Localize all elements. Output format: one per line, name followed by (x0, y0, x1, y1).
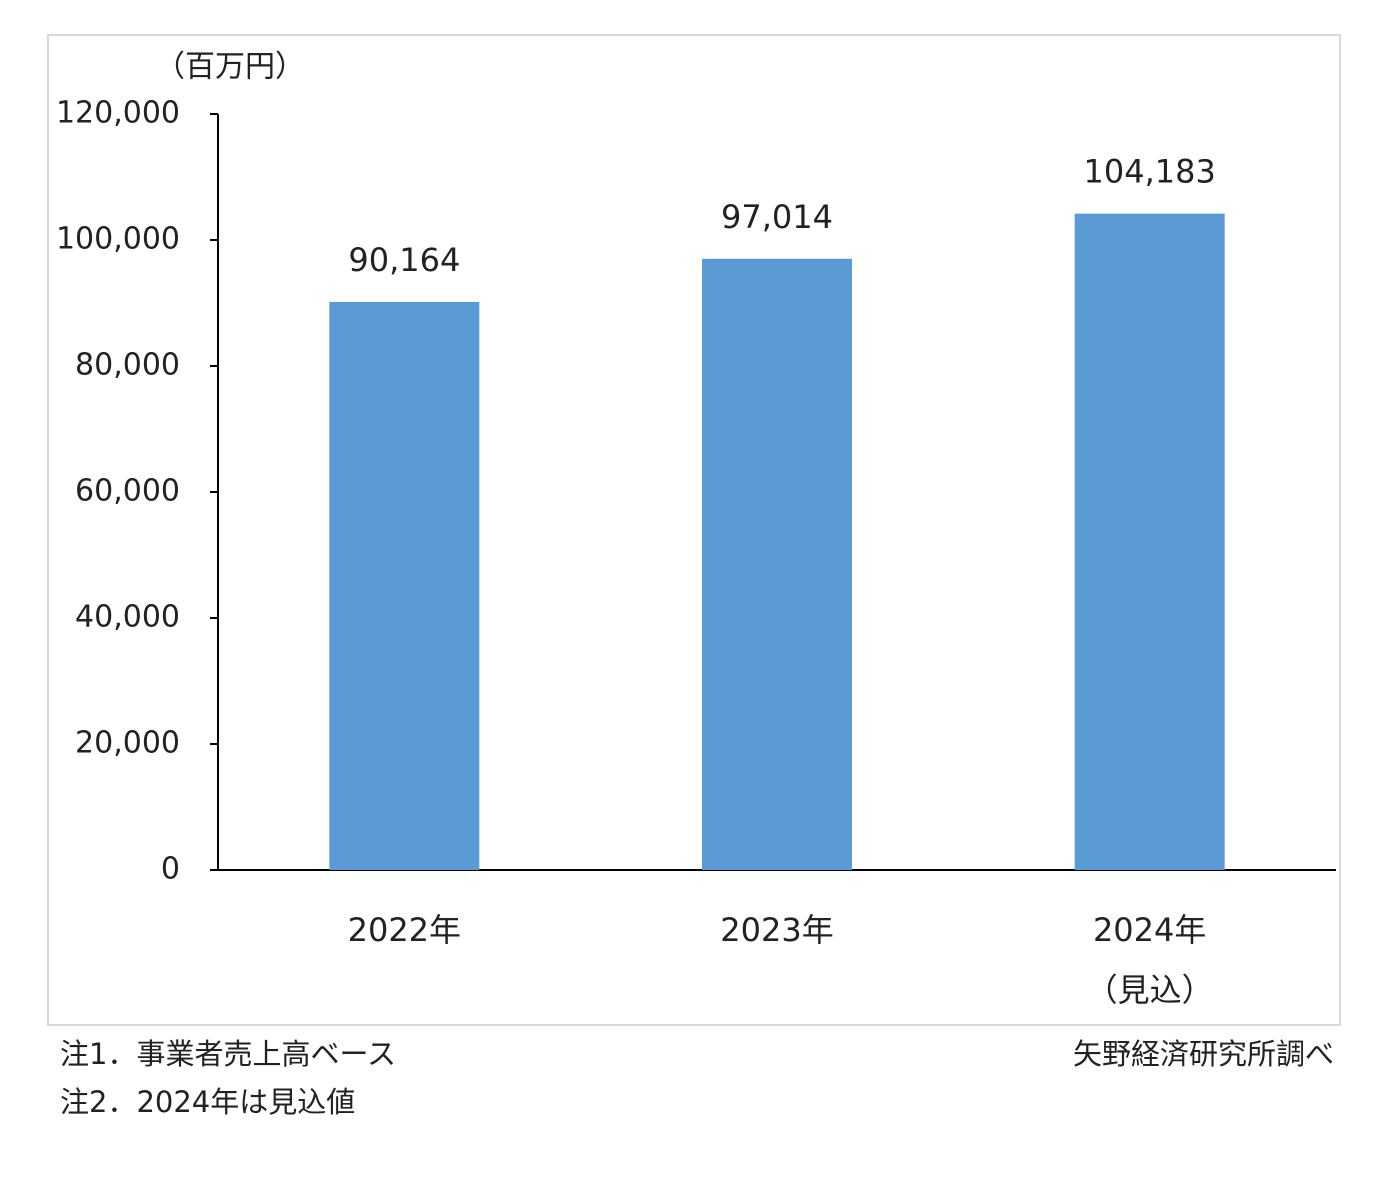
y-tick-label: 120,000 (56, 96, 180, 131)
y-tick-label: 20,000 (75, 726, 180, 761)
x-tick-label: 2022年 (348, 911, 461, 949)
source: 矢野経済研究所調べ (1073, 1037, 1334, 1071)
value-label: 90,164 (348, 241, 460, 279)
x-tick-label: 2023年 (720, 911, 833, 949)
bar (1074, 213, 1225, 870)
y-tick-label: 40,000 (75, 600, 180, 635)
note: 注1．事業者売上高ベース (60, 1037, 396, 1071)
x-tick-label: 2024年 (1093, 911, 1206, 949)
y-tick-label: 60,000 (75, 474, 180, 509)
y-tick-label: 80,000 (75, 348, 180, 383)
y-tick-label: 0 (161, 852, 180, 887)
x-tick-sublabel: （見込） (1086, 971, 1214, 1009)
value-label: 97,014 (721, 198, 833, 236)
bar (702, 258, 852, 871)
note: 注2．2024年は見込値 (60, 1085, 355, 1119)
unit-label: （百万円） (155, 50, 305, 85)
y-tick-label: 100,000 (56, 222, 180, 257)
bar (329, 301, 480, 870)
value-label: 104,183 (1084, 153, 1216, 191)
